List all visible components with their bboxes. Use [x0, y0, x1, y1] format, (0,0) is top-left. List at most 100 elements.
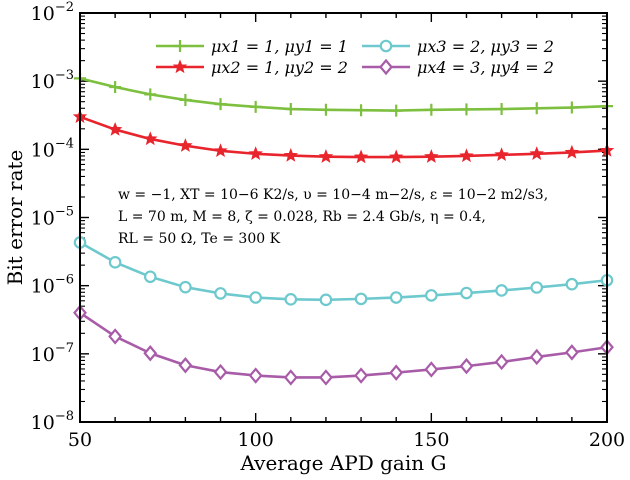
star-marker: [283, 147, 299, 162]
circle-marker: [143, 270, 157, 284]
y-tick-exponent: −3: [55, 68, 74, 83]
legend-label: μx1 = 1, μy1 = 1: [211, 37, 348, 56]
plus-marker: [425, 103, 438, 116]
circle-marker: [354, 292, 368, 306]
y-tick-exponent: −7: [55, 341, 74, 356]
plus-marker: [495, 103, 508, 116]
annotation-line: RL = 50 Ω, Te = 300 K: [118, 231, 281, 247]
plus-marker: [214, 98, 227, 111]
circle-marker: [565, 277, 579, 291]
diamond-marker: [248, 367, 263, 384]
star-marker: [424, 149, 439, 163]
y-tick-label: 10−6: [31, 273, 74, 298]
y-tick-exponent: −4: [55, 136, 74, 151]
circle-marker: [389, 291, 403, 304]
circle-marker: [530, 281, 544, 294]
star-marker: [318, 149, 334, 163]
legend-entry: μx4 = 3, μy4 = 2: [362, 58, 554, 77]
y-tick-label: 10−5: [31, 205, 74, 230]
series-line: [79, 241, 608, 302]
legend-label: μx2 = 1, μy2 = 2: [211, 58, 348, 77]
plus-marker: [460, 103, 473, 116]
plus-marker: [109, 81, 122, 94]
y-tick-exponent: −8: [55, 409, 74, 424]
star-marker: [248, 146, 263, 160]
diamond-marker: [379, 58, 393, 76]
circle-marker: [214, 287, 227, 300]
series-line: [79, 311, 608, 379]
series-4: [73, 304, 614, 386]
x-tick-label: 150: [413, 429, 449, 451]
y-tick-label: 10−3: [31, 68, 74, 93]
series-3: [73, 236, 614, 307]
star-marker: [459, 148, 474, 163]
circle-marker: [108, 256, 122, 269]
circle-marker: [460, 286, 473, 300]
circle-marker: [425, 289, 438, 302]
star-marker: [353, 149, 369, 164]
legend: μx1 = 1, μy1 = 1 μx2 = 1, μy2 = 2 μx3 = 2,…: [156, 37, 554, 77]
plus-marker: [144, 88, 157, 101]
y-tick-exponent: −2: [55, 0, 74, 15]
circle-marker: [495, 284, 508, 297]
circle-marker: [284, 293, 298, 306]
series-2: [72, 109, 615, 164]
diamond-marker: [178, 357, 193, 374]
diamond-marker: [564, 344, 579, 361]
diamond-marker: [424, 361, 439, 378]
star-marker: [107, 121, 123, 136]
star-marker: [178, 138, 193, 152]
x-tick-label: 50: [68, 429, 92, 451]
legend-label: μx3 = 2, μy3 = 2: [417, 37, 554, 56]
plus-marker: [565, 101, 578, 114]
x-tick-label: 200: [589, 429, 625, 451]
star-marker: [172, 59, 188, 74]
diamond-marker: [213, 363, 228, 381]
plus-marker: [174, 40, 186, 52]
diamond-marker: [529, 348, 544, 366]
plus-marker: [319, 103, 332, 116]
star-marker: [529, 146, 544, 160]
legend-entry: μx3 = 2, μy3 = 2: [362, 37, 554, 56]
annotation-line: L = 70 m, M = 8, ζ = 0.028, Rb = 2.4 Gb/…: [118, 209, 486, 225]
annotation-line: w = −1, XT = 10−6 K2/s, υ = 10−4 m−2/s, …: [118, 187, 548, 203]
plus-marker: [249, 100, 262, 113]
plus-marker: [390, 104, 403, 117]
legend-label: μx4 = 3, μy4 = 2: [417, 58, 554, 77]
diamond-marker: [108, 328, 123, 345]
x-tick-label: 100: [238, 429, 274, 451]
circle-marker: [319, 293, 333, 307]
circle-marker: [249, 291, 262, 304]
y-tick-exponent: −5: [55, 205, 74, 220]
y-tick-exponent: −6: [55, 273, 74, 288]
circle-marker: [179, 280, 192, 294]
diamond-marker: [283, 369, 298, 386]
star-marker: [388, 149, 404, 164]
diamond-marker: [318, 369, 333, 386]
circle-marker: [379, 39, 393, 53]
diamond-marker: [389, 364, 404, 381]
plot-frame: [79, 12, 608, 423]
star-marker: [143, 131, 158, 146]
series-line: [79, 115, 608, 159]
series-1: [74, 72, 613, 117]
y-axis-title: Bit error rate: [3, 150, 27, 286]
series-line: [79, 77, 608, 112]
annotation-block: w = −1, XT = 10−6 K2/s, υ = 10−4 m−2/s, …: [118, 187, 548, 247]
legend-entry: μx1 = 1, μy1 = 1: [156, 37, 348, 56]
legend-entry: μx2 = 1, μy2 = 2: [156, 58, 348, 77]
y-tick-label: 10−4: [31, 136, 74, 161]
diamond-marker: [459, 357, 474, 375]
star-marker: [213, 143, 228, 158]
star-marker: [564, 144, 580, 159]
x-axis-title: Average APD gain G: [240, 451, 447, 475]
diamond-marker: [354, 367, 369, 384]
plus-marker: [179, 93, 192, 106]
y-tick-label: 10−7: [31, 341, 74, 366]
plus-marker: [355, 104, 368, 117]
star-marker: [494, 147, 509, 162]
y-tick-label: 10−2: [31, 0, 74, 25]
diamond-marker: [143, 345, 158, 362]
plus-marker: [284, 103, 297, 116]
